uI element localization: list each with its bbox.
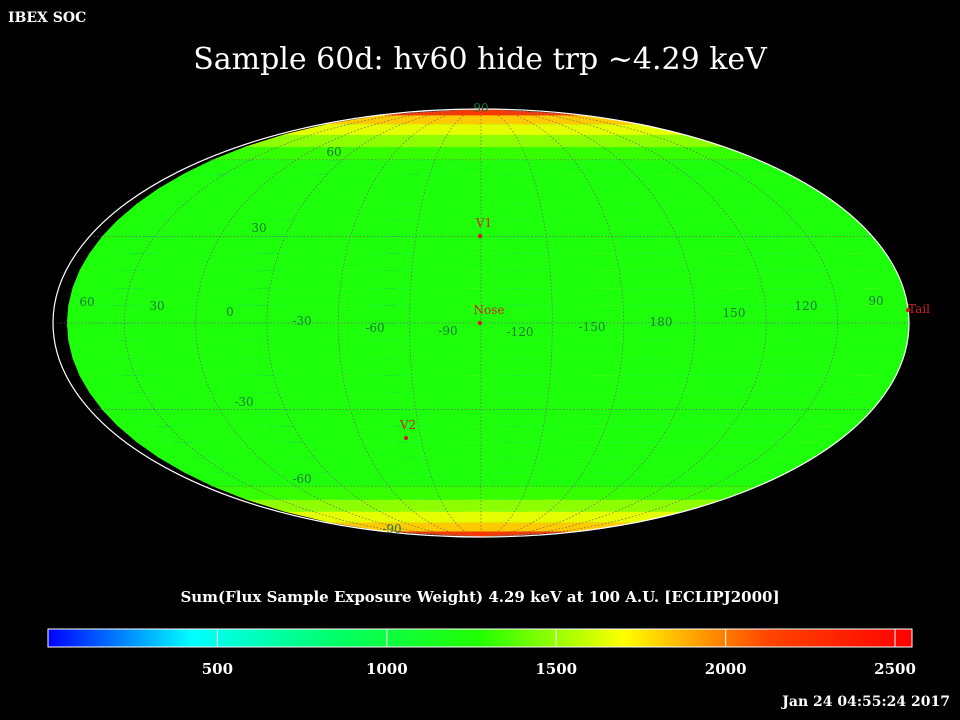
heatmap-cell [157, 456, 816, 473]
longitude-label: -60 [365, 321, 384, 335]
colorbar-tick-label: 2500 [874, 660, 916, 678]
heatmap-cell [101, 409, 874, 427]
marker-dot [477, 320, 483, 326]
heatmap-cell [184, 159, 789, 175]
timestamp: Jan 24 04:55:24 2017 [782, 694, 950, 710]
heatmap-cell [117, 425, 858, 443]
longitude-label: -90 [438, 324, 457, 338]
longitude-label: 120 [795, 299, 818, 313]
heatmap-cell [89, 236, 887, 254]
heatmap-cell [89, 392, 887, 410]
heatmap-cell [68, 340, 908, 359]
latitude-label: -90 [382, 522, 401, 536]
sky-map: 60 30 0 -30 -60 -90 -120 -150 180 150 120 90 90 60 30 -… [52, 101, 930, 538]
heatmap-cell [284, 510, 685, 523]
chart-title: Sample 60d: hv60 hide trp ~4.29 keV [193, 42, 767, 77]
colorbar-tick-label: 2000 [705, 660, 747, 678]
colorbar-title: Sum(Flux Sample Exposure Weight) 4.29 ke… [180, 588, 780, 606]
longitude-label: -150 [579, 320, 606, 334]
heatmap-cell [246, 498, 724, 512]
longitude-label: 180 [650, 315, 673, 329]
heatmap-cell [66, 322, 909, 341]
heatmap-cell [79, 375, 897, 393]
colorbar-tick-label: 1500 [535, 660, 577, 678]
heatmap-cell [136, 441, 838, 458]
marker-label: V1 [475, 216, 492, 230]
heatmap-cell [72, 270, 904, 289]
heatmap-cell [79, 253, 897, 271]
heatmap-cell [157, 173, 816, 189]
heatmap-cell [72, 357, 904, 376]
latitude-label: 30 [251, 221, 266, 235]
longitude-label: 0 [226, 305, 234, 319]
marker-label: V2 [399, 418, 416, 432]
longitude-label: -30 [292, 314, 311, 328]
heatmap-cell [184, 471, 789, 487]
marker-dot [403, 435, 409, 441]
marker-label: Tail [908, 302, 930, 316]
latitude-label: 60 [326, 145, 341, 159]
longitude-label: 150 [723, 306, 746, 320]
colorbar-gradient [47, 628, 913, 648]
marker-label: Nose [474, 303, 505, 317]
org-label: IBEX SOC [8, 10, 87, 26]
colorbar-tick-label: 1000 [366, 660, 408, 678]
heatmap-cell [213, 146, 759, 161]
heatmap-cell [136, 188, 838, 205]
longitude-label: 90 [868, 294, 883, 308]
heatmap-cell [213, 485, 759, 500]
latitude-label: -60 [292, 472, 311, 486]
colorbar-tick-label: 500 [202, 660, 233, 678]
longitude-label: 30 [149, 299, 164, 313]
heatmap-cell [246, 134, 724, 147]
longitude-label: -120 [507, 325, 534, 339]
longitude-label: 60 [79, 295, 94, 309]
latitude-label: 90 [473, 101, 488, 115]
marker-dot [477, 233, 483, 239]
latitude-label: -30 [234, 395, 253, 409]
heatmap-cells [66, 109, 909, 537]
